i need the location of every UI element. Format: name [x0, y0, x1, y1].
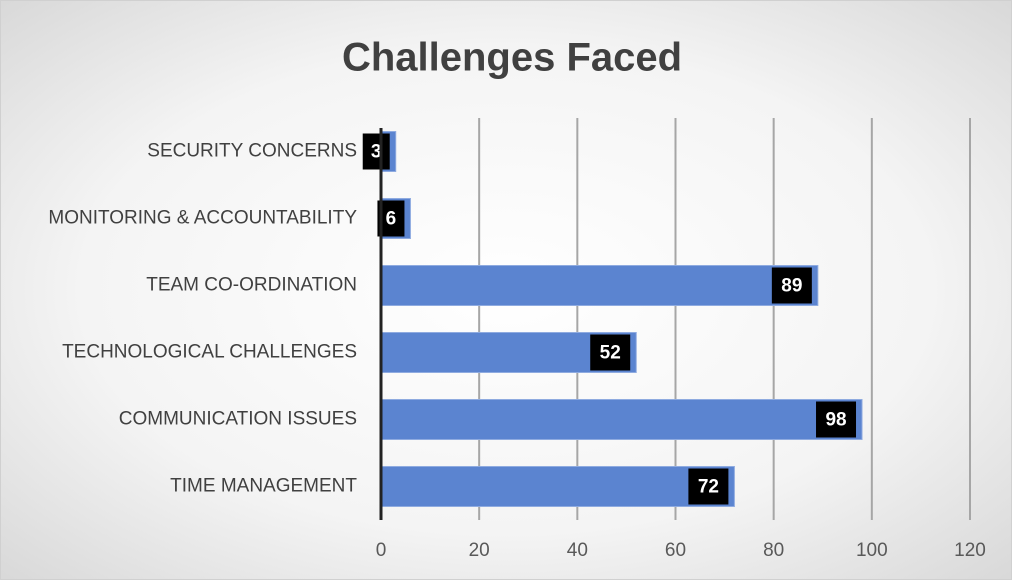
- y-tick-label: COMMUNICATION ISSUES: [119, 409, 357, 430]
- x-tick-label: 60: [665, 540, 686, 561]
- y-tick-label: TIME MANAGEMENT: [170, 476, 357, 497]
- x-tick-label: 120: [954, 540, 986, 561]
- y-tick-label: TECHNOLOGICAL CHALLENGES: [62, 342, 357, 363]
- data-label: 52: [600, 343, 621, 364]
- data-label-box: [816, 401, 857, 438]
- y-tick-label: MONITORING & ACCOUNTABILITY: [48, 208, 357, 229]
- bar: [380, 399, 863, 440]
- chart-title: Challenges Faced: [342, 36, 682, 80]
- data-label-box: [362, 133, 390, 170]
- y-tick-label: TEAM CO-ORDINATION: [146, 275, 357, 296]
- data-label-box: [688, 468, 729, 505]
- data-label: 98: [825, 410, 846, 431]
- data-label-box: [590, 334, 631, 371]
- x-tick-label: 80: [763, 540, 784, 561]
- data-label: 3: [371, 142, 382, 163]
- bar: [380, 265, 819, 306]
- y-tick-label: SECURITY CONCERNS: [147, 141, 357, 162]
- data-label: 72: [698, 477, 719, 498]
- x-tick-label: 100: [856, 540, 888, 561]
- x-tick-label: 20: [469, 540, 490, 561]
- data-label: 89: [781, 276, 802, 297]
- data-label: 6: [386, 209, 397, 230]
- data-label-box: [771, 267, 812, 304]
- x-tick-label: 0: [376, 540, 387, 561]
- bar: [380, 466, 735, 507]
- x-tick-label: 40: [567, 540, 588, 561]
